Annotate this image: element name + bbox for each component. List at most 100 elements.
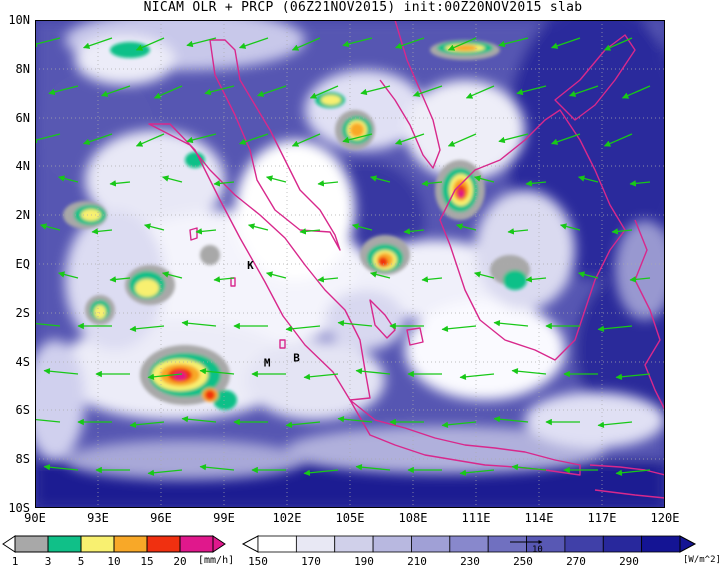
wind-vector (337, 319, 373, 327)
olr-tick-label: 170 (301, 555, 321, 568)
wind-vector (459, 469, 495, 477)
olr-color-bin (487, 535, 527, 553)
wind-vector (511, 367, 547, 375)
olr-tick-label: 230 (460, 555, 480, 568)
prcp-color-bin (47, 535, 82, 553)
lon-label: 105E (335, 511, 365, 525)
wind-vector (257, 85, 287, 97)
wind-vector (186, 133, 217, 144)
olr-color-bin (257, 535, 297, 553)
wind-vector (91, 228, 113, 235)
lat-label: 8N (15, 62, 30, 76)
wind-vector (629, 276, 651, 283)
wind-vector (135, 133, 165, 147)
coast-malay (209, 39, 341, 251)
olr-color-bin (295, 535, 336, 553)
wind-vector (337, 415, 373, 423)
wind-vector (213, 180, 235, 187)
lat-label: 2N (15, 208, 30, 222)
olr-unit-label: [W/m^2] (683, 555, 721, 565)
wind-vector (525, 276, 547, 283)
lat-label: 8S (15, 452, 30, 466)
wind-vector (43, 463, 79, 471)
wind-vector (83, 133, 113, 145)
wind-vector (447, 37, 477, 51)
wind-vector (204, 85, 235, 96)
wind-vector (498, 37, 529, 48)
wind-vector (265, 271, 287, 279)
wind-vector (551, 37, 581, 49)
wind-vector (35, 418, 61, 423)
lat-label: EQ (15, 257, 30, 271)
wind-vector (603, 133, 633, 147)
prcp-color-bin (113, 535, 148, 553)
wind-vector (239, 133, 269, 145)
wind-vector (57, 271, 79, 279)
station-m: M (264, 356, 271, 369)
wind-vector (43, 367, 79, 375)
wind-vector (413, 85, 443, 97)
lon-label: 102E (272, 511, 302, 525)
wind-vector (195, 228, 217, 235)
wind-vector (153, 85, 183, 99)
wind-vector (309, 85, 339, 99)
wind-vector (299, 228, 321, 235)
prcp-color-bin (14, 535, 49, 553)
wind-vector (291, 37, 321, 51)
wind-vector (147, 469, 183, 477)
wind-vector (342, 37, 373, 48)
wind-vector (342, 133, 373, 144)
lat-label: 10S (8, 501, 30, 515)
wind-vector (421, 276, 443, 283)
wind-vector (395, 133, 425, 145)
olr-color-bin (372, 535, 412, 553)
lon-label: 111E (461, 511, 491, 525)
prcp-color-bin (146, 535, 181, 553)
wind-vector (516, 85, 547, 96)
wind-vector (525, 180, 547, 187)
coast-sulawesi (634, 219, 665, 411)
wind-vector (213, 276, 235, 283)
olr-color-bin (602, 535, 643, 553)
olr-color-bin (564, 535, 604, 553)
wind-vector (577, 175, 599, 183)
wind-vector (161, 271, 183, 279)
wind-vector (473, 175, 495, 183)
prcp-tick-label: 15 (140, 555, 154, 568)
wind-vector (351, 223, 373, 231)
wind-vector (35, 322, 61, 327)
wind-vector (421, 180, 443, 187)
olr-tick-label: 270 (566, 555, 586, 568)
wind-vector (597, 421, 633, 429)
wind-vector (577, 271, 599, 279)
prcp-tick-label: 10 (107, 555, 121, 568)
wind-vector (303, 469, 339, 477)
wind-vector (129, 421, 165, 429)
olr-colorbar (241, 535, 697, 553)
station-k: K (247, 259, 254, 272)
wind-vector (285, 421, 321, 429)
olr-color-bin (334, 535, 374, 553)
wind-vector (441, 325, 477, 333)
prcp-tick-label: 1 (11, 555, 19, 568)
wind-vector (186, 37, 217, 48)
wind-vector (303, 373, 339, 381)
lon-label: 108E (398, 511, 428, 525)
wind-vector (369, 175, 391, 183)
vector-reference-label: 10 (532, 545, 543, 555)
coast-sumatra (148, 123, 371, 401)
wind-vector (615, 373, 651, 381)
wind-vector (109, 180, 131, 187)
coast-palawan (554, 34, 636, 121)
wind-vector (199, 367, 235, 375)
wind-vector (603, 37, 633, 51)
wind-vector (285, 325, 321, 333)
graticule (35, 20, 665, 508)
wind-vector (39, 223, 61, 231)
wind-vector (493, 415, 529, 423)
wind-vector (57, 175, 79, 183)
wind-vector (395, 37, 425, 49)
wind-vector (355, 367, 391, 375)
wind-vector (493, 319, 529, 327)
wind-vector (317, 276, 339, 283)
